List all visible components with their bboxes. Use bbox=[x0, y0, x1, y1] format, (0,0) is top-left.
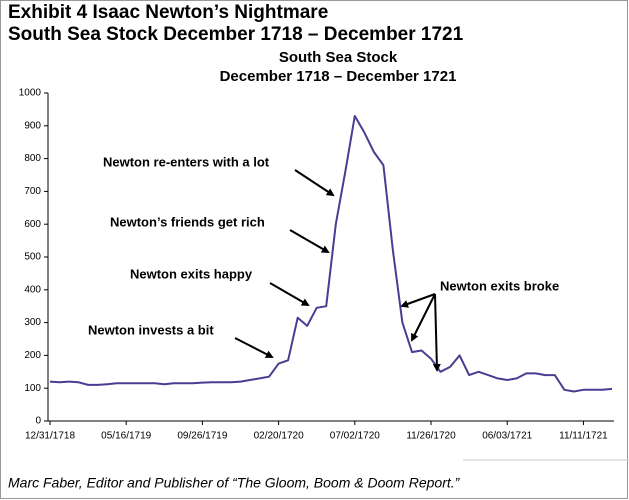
x-tick-label: 11/26/1720 bbox=[406, 431, 456, 442]
y-tick-label: 200 bbox=[24, 350, 41, 361]
arrow bbox=[269, 282, 310, 307]
y-tick-label: 300 bbox=[24, 317, 41, 328]
x-tick-label: 02/20/1720 bbox=[254, 431, 304, 442]
x-tick-label: 05/16/1719 bbox=[101, 431, 151, 442]
annotation: Newton exits broke bbox=[440, 278, 559, 293]
x-tick-label: 11/11/1721 bbox=[559, 431, 608, 442]
chart-subtitle: December 1718 – December 1721 bbox=[220, 68, 457, 85]
y-tick-label: 100 bbox=[24, 383, 41, 394]
source: Marc Faber, Editor and Publisher of “The… bbox=[8, 475, 461, 491]
y-tick-label: 600 bbox=[24, 219, 41, 230]
y-tick-label: 500 bbox=[24, 252, 41, 263]
annotation: Newton exits happy bbox=[130, 266, 253, 281]
x-tick-label: 09/26/1719 bbox=[177, 431, 227, 442]
price-line bbox=[49, 115, 613, 393]
x-tick-label: 07/02/1720 bbox=[330, 431, 380, 442]
x-tick-label: 06/03/1721 bbox=[482, 431, 532, 442]
x-tick-label: 12/31/1718 bbox=[25, 431, 75, 442]
y-tick-label: 900 bbox=[24, 120, 41, 131]
chart-title: South Sea Stock bbox=[279, 49, 398, 66]
annotation: Newton invests a bit bbox=[88, 322, 214, 337]
y-tick-label: 800 bbox=[24, 153, 41, 164]
arrow bbox=[289, 229, 330, 254]
exhibit-subtitle: South Sea Stock December 1718 – December… bbox=[8, 24, 464, 45]
y-tick-label: 0 bbox=[35, 416, 41, 427]
arrow bbox=[411, 293, 436, 342]
annotation: Newton re-enters with a lot bbox=[103, 154, 270, 169]
arrow bbox=[432, 293, 441, 372]
y-tick-label: 1000 bbox=[19, 88, 42, 99]
y-tick-label: 400 bbox=[24, 284, 41, 295]
annotations: Newton re-enters with a lot Newton’s fri… bbox=[88, 154, 559, 372]
arrow bbox=[234, 337, 274, 358]
annotation: Newton’s friends get rich bbox=[110, 214, 265, 229]
exhibit-title: Exhibit 4 Isaac Newton’s Nightmare bbox=[8, 2, 328, 23]
arrow bbox=[400, 293, 436, 308]
y-tick-label: 700 bbox=[24, 186, 41, 197]
arrow bbox=[294, 169, 335, 197]
